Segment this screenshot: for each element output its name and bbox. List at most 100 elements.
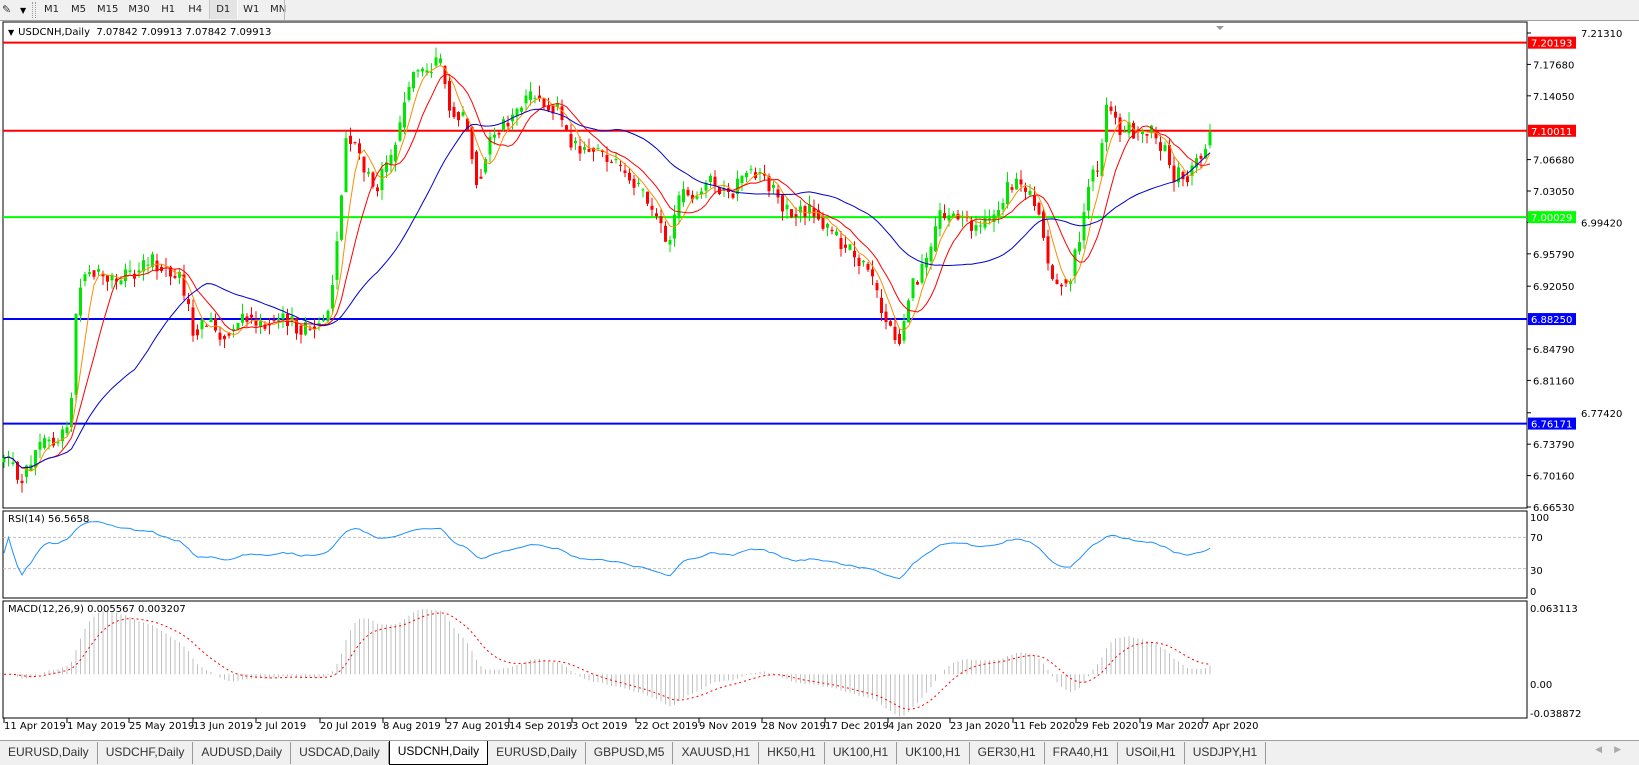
toolbar-grip[interactable] <box>32 2 36 18</box>
timeframe-buttons: M1 M5 M15 M30 H1 H4 D1 W1 MN <box>38 0 292 20</box>
tab-gbpusd-m5[interactable]: GBPUSD,M5 <box>586 742 674 764</box>
candle-body <box>106 275 109 282</box>
candle <box>1123 125 1126 133</box>
timeframe-h4[interactable]: H4 <box>188 4 203 15</box>
tab-uk100-h1[interactable]: UK100,H1 <box>825 742 898 764</box>
tab-usdcnh-daily[interactable]: USDCNH,Daily <box>388 741 489 765</box>
candle-body <box>799 206 802 213</box>
candle-body <box>1181 172 1185 180</box>
collapse-triangle-icon[interactable]: ▼ <box>8 28 15 37</box>
candle <box>79 278 82 322</box>
candle <box>344 131 348 193</box>
line-tools-icon[interactable]: ✎ <box>2 3 12 16</box>
candle-body <box>628 172 631 181</box>
rsi-tick-label: 70 <box>1530 533 1543 544</box>
price-chart[interactable]: 7.21310 7.17680 7.14050 7.06680 7.03050 6.994… <box>0 0 1639 740</box>
candle-body <box>830 229 834 232</box>
candle-body <box>749 168 753 170</box>
candle <box>844 235 847 253</box>
tab-eurusd-daily[interactable]: EURUSD,Daily <box>488 742 586 764</box>
candle <box>781 194 784 221</box>
timeframe-d1[interactable]: D1 <box>208 0 238 19</box>
candle <box>691 190 694 204</box>
tab-xauusd-h1[interactable]: XAUUSD,H1 <box>673 742 760 764</box>
candle-body <box>394 144 397 162</box>
candle-body <box>119 280 123 285</box>
macd-tick-label: -0.038872 <box>1530 709 1581 720</box>
candle <box>385 155 388 179</box>
candle <box>592 147 595 162</box>
candle-body <box>515 108 519 117</box>
tab-eurusd-daily[interactable]: EURUSD,Daily <box>0 742 98 764</box>
candle-body <box>821 216 825 229</box>
candle-body <box>1033 195 1036 207</box>
candle <box>88 265 91 277</box>
timeframe-m30[interactable]: M30 <box>128 4 150 15</box>
timeframe-w1[interactable]: W1 <box>243 4 260 15</box>
timeframe-m15[interactable]: M15 <box>97 4 119 15</box>
candle <box>1051 263 1054 281</box>
candle-body <box>218 332 222 340</box>
candle-body <box>16 461 19 480</box>
tab-scroll-arrows-icon[interactable]: ◀▶ <box>1595 745 1633 755</box>
candle-body <box>34 450 37 468</box>
candle-body <box>389 154 393 166</box>
candle-body <box>853 250 856 258</box>
timeframe-h1[interactable]: H1 <box>161 4 176 15</box>
level-price-tag <box>1528 36 1576 49</box>
candle <box>1028 184 1032 197</box>
candle <box>898 328 901 346</box>
candle-body <box>947 215 951 221</box>
candle-body <box>412 71 415 89</box>
candle <box>376 184 379 197</box>
tab-audusd-daily[interactable]: AUDUSD,Daily <box>193 742 292 764</box>
candle <box>403 92 406 135</box>
tab-fra40-h1[interactable]: FRA40,H1 <box>1045 742 1118 764</box>
candle-body <box>1055 279 1059 284</box>
candle-body <box>547 105 550 111</box>
candle-body <box>1015 178 1018 190</box>
candle-body <box>74 313 78 395</box>
price-tick-label: 6.84790 <box>1533 345 1574 356</box>
candle <box>920 254 924 285</box>
ma-fast-line <box>3 64 1211 472</box>
tab-usoil-h1[interactable]: USOil,H1 <box>1118 742 1185 764</box>
price-tick-label: 6.81160 <box>1533 376 1574 387</box>
toolbar-divider <box>284 0 285 20</box>
candle-body <box>367 171 370 174</box>
candle-body <box>943 213 946 219</box>
candle <box>1100 138 1104 178</box>
tab-usdcad-daily[interactable]: USDCAD,Daily <box>291 742 389 764</box>
candle <box>790 209 793 219</box>
candle <box>875 280 879 298</box>
tab-uk100-h1[interactable]: UK100,H1 <box>897 742 970 764</box>
candle-body <box>430 71 433 73</box>
candle-body <box>794 214 798 217</box>
candle-body <box>601 150 604 153</box>
candle-body <box>745 172 748 178</box>
candle <box>988 209 991 225</box>
candle-body <box>1028 190 1032 195</box>
timeframe-m1[interactable]: M1 <box>44 4 59 15</box>
candle-body <box>700 191 703 195</box>
candle <box>223 334 226 349</box>
candle-body <box>686 189 690 196</box>
timeframe-mn[interactable]: MN <box>270 4 287 15</box>
level-price-label: 6.88250 <box>1531 315 1572 326</box>
candle-body <box>1132 123 1135 139</box>
tab-hk50-h1[interactable]: HK50,H1 <box>759 742 825 764</box>
timeframe-m5[interactable]: M5 <box>71 4 86 15</box>
candle <box>1105 97 1108 152</box>
candle <box>146 256 150 275</box>
candle-body <box>209 318 213 323</box>
candle <box>569 124 573 151</box>
candle <box>407 81 411 102</box>
tab-usdjpy-h1[interactable]: USDJPY,H1 <box>1185 742 1267 764</box>
tab-ger30-h1[interactable]: GER30,H1 <box>970 742 1045 764</box>
candle <box>587 138 591 153</box>
tab-usdchf-daily[interactable]: USDCHF,Daily <box>98 742 194 764</box>
candle-body <box>254 319 258 326</box>
candle-body <box>1172 165 1176 182</box>
dropdown-arrow-icon[interactable]: ▼ <box>20 5 27 15</box>
date-tick-label: 25 May 2019 <box>129 721 194 732</box>
